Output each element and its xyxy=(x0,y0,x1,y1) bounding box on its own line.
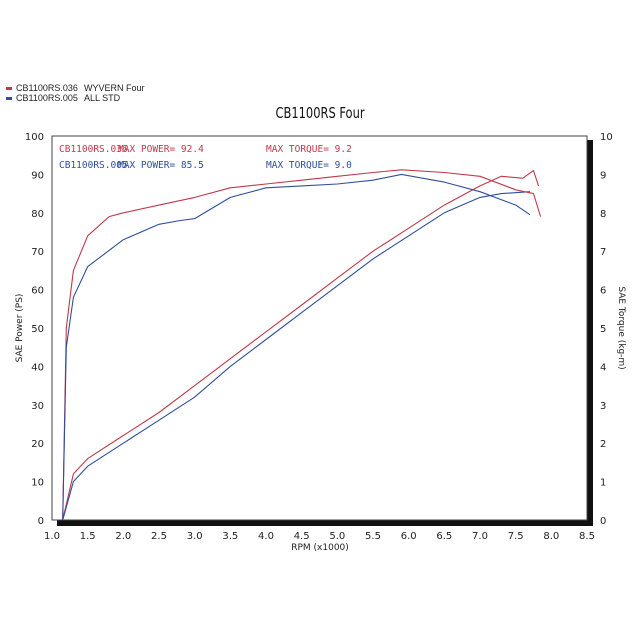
legend: CB1100RS.036 WYVERN Four CB1100RS.005 AL… xyxy=(6,83,145,103)
chart-title: CB1100RS Four xyxy=(275,104,365,122)
y-left-tick-label: 50 xyxy=(31,324,44,335)
legend-id: CB1100RS.036 xyxy=(16,83,78,93)
legend-label: WYVERN Four xyxy=(84,83,145,93)
y-right-tick-label: 10 xyxy=(600,132,613,143)
y-right-tick-label: 8 xyxy=(600,209,606,220)
x-axis-label: RPM (x1000) xyxy=(291,543,349,553)
series-line-3 xyxy=(62,173,531,521)
y-right-tick-label: 2 xyxy=(600,439,606,450)
x-tick-label: 1.0 xyxy=(44,531,60,542)
x-tick-label: 8.5 xyxy=(579,531,595,542)
x-tick-label: 2.0 xyxy=(115,531,131,542)
legend-id: CB1100RS.005 xyxy=(16,93,78,103)
y-right-tick-label: 9 xyxy=(600,170,606,181)
plot-frame xyxy=(51,135,593,526)
info-id-std: CB1100RS.005 xyxy=(59,160,128,171)
x-tick-label: 6.0 xyxy=(401,531,417,542)
legend-label: ALL STD xyxy=(84,93,121,103)
y-left-tick-label: 30 xyxy=(31,401,44,412)
x-tick-label: 6.5 xyxy=(436,531,452,542)
series-line-0 xyxy=(62,170,540,521)
x-tick-label: 3.0 xyxy=(187,531,203,542)
series-line-1 xyxy=(62,191,530,521)
legend-swatch-blue xyxy=(6,96,12,100)
y-left-tick-label: 80 xyxy=(31,209,44,220)
y-axis-right-label: SAE Torque (kg-m) xyxy=(616,286,626,369)
y-left-tick-label: 90 xyxy=(31,170,44,181)
x-tick-label: 4.5 xyxy=(294,531,310,542)
y-left-tick-label: 10 xyxy=(31,478,44,489)
x-tick-label: 4.0 xyxy=(258,531,274,542)
legend-item-wyvern: CB1100RS.036 WYVERN Four xyxy=(6,83,145,93)
y-left-tick-label: 70 xyxy=(31,247,44,258)
y-left-tick-label: 20 xyxy=(31,439,44,450)
max-values-box: CB1100RS.036 MAX POWER= 92.4 MAX TORQUE=… xyxy=(59,144,352,171)
y-left-tick-label: 40 xyxy=(31,362,44,373)
y-right-tick-label: 1 xyxy=(600,478,606,489)
info-torque-std: MAX TORQUE= 9.0 xyxy=(266,160,352,171)
curves xyxy=(62,169,542,521)
y-right-tick-label: 3 xyxy=(600,401,606,412)
info-id-wyvern: CB1100RS.036 xyxy=(59,144,128,155)
y-left-tick-label: 100 xyxy=(25,132,44,143)
x-tick-label: 5.5 xyxy=(365,531,381,542)
y-right-tick-label: 6 xyxy=(600,286,606,297)
series-line-2 xyxy=(62,169,542,521)
info-power-wyvern: MAX POWER= 92.4 xyxy=(118,144,204,155)
axis-ticks: 1.0 1.5 2.0 2.5 3.0 3.5 4.0 4.5 5.0 5.5 6.0 6.5 7.0 7… xyxy=(25,132,613,542)
info-power-std: MAX POWER= 85.5 xyxy=(118,160,204,171)
legend-swatch-red xyxy=(6,86,12,90)
y-left-tick-label: 60 xyxy=(31,286,44,297)
info-torque-wyvern: MAX TORQUE= 9.2 xyxy=(266,144,352,155)
x-tick-label: 5.0 xyxy=(329,531,345,542)
x-tick-label: 1.5 xyxy=(80,531,96,542)
x-tick-label: 8.0 xyxy=(543,531,559,542)
y-left-tick-label: 0 xyxy=(38,516,44,527)
x-tick-label: 3.5 xyxy=(222,531,238,542)
x-tick-label: 2.5 xyxy=(151,531,167,542)
y-right-tick-label: 7 xyxy=(600,247,606,258)
x-tick-label: 7.0 xyxy=(472,531,488,542)
y-right-tick-label: 0 xyxy=(600,516,606,527)
legend-item-std: CB1100RS.005 ALL STD xyxy=(6,93,145,103)
y-axis-left-label: SAE Power (PS) xyxy=(15,294,25,363)
y-right-tick-label: 5 xyxy=(600,324,606,335)
y-right-tick-label: 4 xyxy=(600,362,606,373)
x-tick-label: 7.5 xyxy=(508,531,524,542)
